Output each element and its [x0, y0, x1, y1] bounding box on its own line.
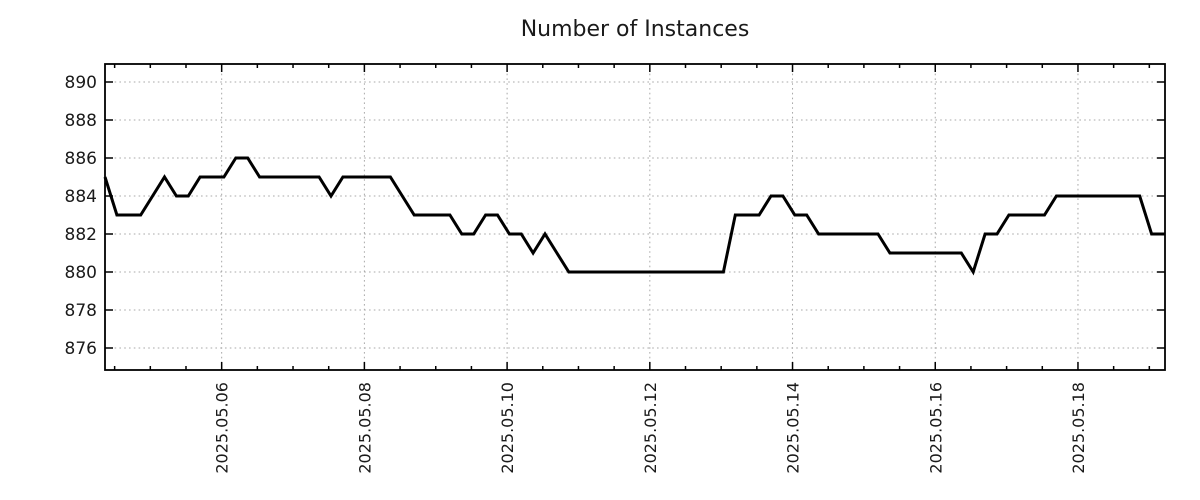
plot-border	[104, 63, 1166, 371]
y-tick-label: 884	[65, 187, 97, 207]
x-tick-label: 2025.05.10	[498, 382, 517, 474]
y-tick-label: 876	[65, 339, 97, 359]
x-tick-label: 2025.05.08	[355, 382, 374, 474]
x-tick-label: 2025.05.18	[1069, 382, 1088, 474]
y-tick-label: 888	[65, 111, 97, 131]
x-tick-label: 2025.05.16	[926, 382, 945, 474]
x-tick-label: 2025.05.06	[213, 382, 232, 474]
data-line-instances	[103, 156, 1165, 276]
x-tick-label: 2025.05.12	[641, 382, 660, 474]
y-tick-label: 886	[65, 149, 97, 169]
y-tick-label: 878	[65, 301, 97, 321]
y-tick-label: 882	[65, 225, 97, 245]
y-tick-label: 890	[65, 73, 97, 93]
y-tick-label: 880	[65, 263, 97, 283]
chart-title: Number of Instances	[520, 17, 750, 42]
x-tick-label: 2025.05.14	[784, 382, 803, 474]
